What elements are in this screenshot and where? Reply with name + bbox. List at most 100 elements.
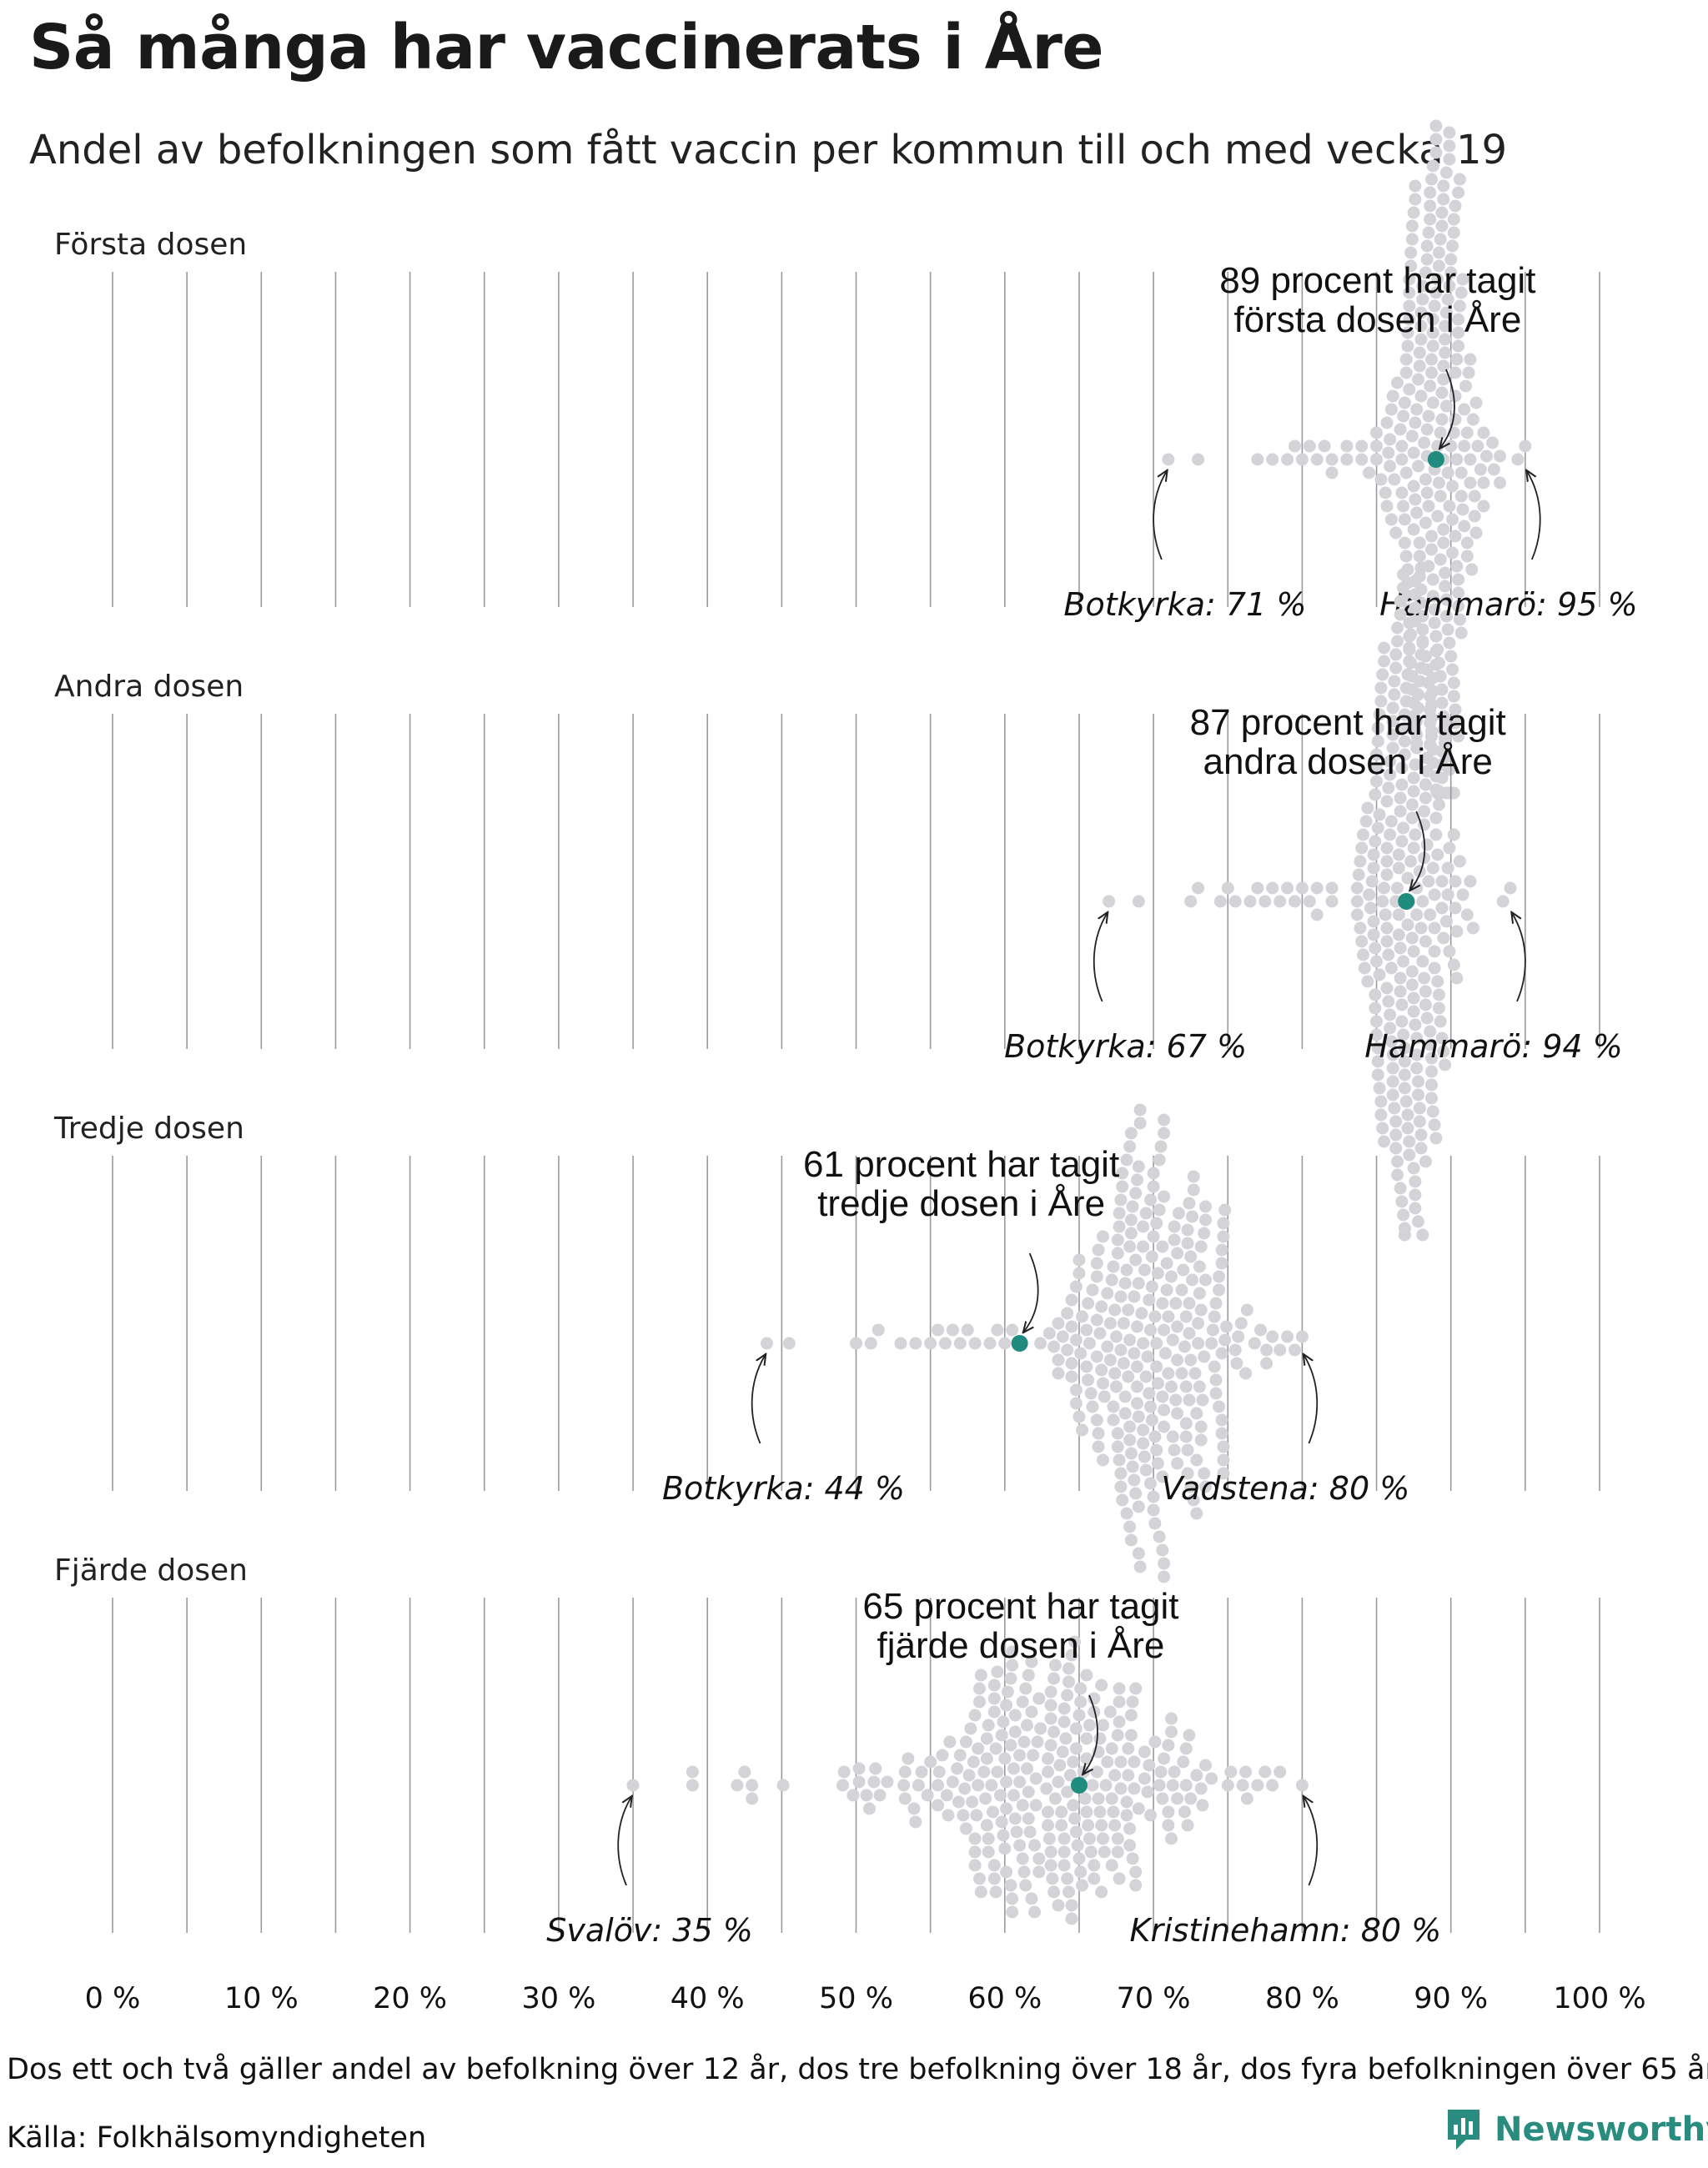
- municipality-dot: [942, 1809, 955, 1822]
- municipality-dot: [1144, 1323, 1157, 1337]
- municipality-dot: [1124, 1729, 1138, 1742]
- municipality-dot: [1386, 389, 1399, 403]
- municipality-dot: [1370, 1015, 1383, 1028]
- municipality-dot: [898, 1792, 912, 1805]
- municipality-dot: [1412, 1075, 1424, 1088]
- municipality-dot: [987, 1679, 1001, 1692]
- municipality-dot: [1022, 1812, 1035, 1825]
- municipality-dot: [1179, 1417, 1193, 1430]
- municipality-dot: [1425, 1092, 1438, 1105]
- municipality-dot: [1093, 1732, 1107, 1745]
- municipality-dot: [1183, 1297, 1196, 1310]
- municipality-dot: [1454, 489, 1468, 503]
- municipality-dot: [1405, 931, 1419, 945]
- municipality-dot: [1428, 945, 1441, 958]
- municipality-dot: [959, 1735, 972, 1749]
- municipality-dot: [1446, 479, 1459, 493]
- municipality-dot: [1162, 453, 1175, 466]
- municipality-dot: [1380, 981, 1394, 995]
- municipality-dot: [1437, 373, 1450, 386]
- municipality-dot: [1194, 1782, 1208, 1795]
- municipality-dot: [1151, 1377, 1164, 1390]
- municipality-dot: [1397, 409, 1410, 423]
- municipality-dot: [1004, 1879, 1017, 1892]
- municipality-dot: [1114, 1467, 1128, 1480]
- municipality-dot: [1369, 1001, 1382, 1015]
- municipality-dot: [1426, 396, 1439, 409]
- municipality-dot: [921, 1789, 934, 1802]
- municipality-dot: [1194, 1303, 1208, 1317]
- municipality-dot: [912, 1779, 925, 1792]
- municipality-dot: [1183, 1327, 1196, 1340]
- min-arrow: [1093, 913, 1108, 1002]
- municipality-dot: [1044, 1845, 1057, 1859]
- municipality-dot: [1384, 403, 1398, 416]
- municipality-dot: [1046, 1872, 1059, 1885]
- municipality-dot: [1057, 1702, 1071, 1715]
- municipality-dot: [1449, 703, 1462, 716]
- municipality-dot: [1042, 1819, 1054, 1832]
- municipality-dot: [1432, 259, 1445, 273]
- municipality-dot: [995, 1815, 1008, 1829]
- municipality-dot: [1082, 1297, 1095, 1310]
- municipality-dot: [1426, 573, 1439, 586]
- municipality-dot: [1129, 1879, 1143, 1892]
- municipality-dot: [1414, 319, 1428, 333]
- municipality-dot: [1052, 1775, 1065, 1789]
- chart-subtitle: Andel av befolkningen som fått vaccin pe…: [29, 127, 1508, 173]
- x-tick-label: 20 %: [373, 1982, 447, 2015]
- municipality-dot: [1016, 1695, 1029, 1709]
- municipality-dot: [1439, 319, 1452, 333]
- municipality-dot: [1468, 489, 1481, 503]
- municipality-dot: [1128, 1347, 1141, 1360]
- municipality-dot: [1273, 895, 1287, 908]
- x-tick-label: 30 %: [521, 1982, 595, 2015]
- municipality-dot: [987, 1692, 1001, 1705]
- municipality-dot: [1437, 931, 1450, 945]
- municipality-dot: [1123, 1520, 1137, 1533]
- municipality-dot: [1052, 1367, 1065, 1380]
- panel-label: Fjärde dosen: [54, 1553, 248, 1588]
- municipality-dot: [1147, 1230, 1160, 1243]
- municipality-dot: [1063, 1769, 1077, 1782]
- municipality-dot: [1190, 1453, 1203, 1467]
- x-tick-label: 40 %: [671, 1982, 745, 2015]
- municipality-dot: [1187, 1170, 1200, 1183]
- municipality-dot: [1405, 811, 1419, 825]
- municipality-dot: [1129, 1253, 1143, 1267]
- municipality-dot: [1398, 748, 1411, 761]
- municipality-dot: [1374, 681, 1388, 695]
- municipality-dot: [1371, 735, 1384, 748]
- municipality-dot: [1071, 1839, 1084, 1852]
- municipality-dot: [1032, 1852, 1046, 1865]
- municipality-dot: [1412, 701, 1424, 715]
- municipality-dot: [1395, 835, 1409, 848]
- municipality-dot: [1370, 439, 1383, 453]
- municipality-dot: [1118, 1407, 1132, 1420]
- highlight-label-line1: 65 procent har tagit: [862, 1586, 1178, 1627]
- municipality-dot: [1410, 908, 1424, 921]
- municipality-dot: [1088, 1872, 1101, 1885]
- max-label: Hammarö: 95 %: [1379, 586, 1637, 623]
- municipality-dot: [1370, 1028, 1383, 1041]
- municipality-dot: [1101, 1287, 1114, 1300]
- municipality-dot: [1187, 1493, 1200, 1507]
- municipality-dot: [1428, 299, 1441, 313]
- municipality-dot: [1145, 1250, 1158, 1263]
- municipality-dot: [1175, 1367, 1188, 1380]
- municipality-dot: [1029, 1772, 1042, 1785]
- municipality-dot: [1086, 1779, 1099, 1792]
- highlight-label-line1: 89 procent har tagit: [1219, 260, 1535, 301]
- municipality-dot: [1196, 1799, 1209, 1812]
- municipality-dot: [1418, 971, 1431, 985]
- municipality-dot: [1198, 1350, 1211, 1363]
- municipality-dot: [1403, 273, 1416, 286]
- newsworthy-logo[interactable]: Newsworthy: [1444, 2105, 1708, 2155]
- municipality-dot: [1397, 568, 1410, 581]
- municipality-dot: [1048, 1792, 1062, 1805]
- panel-label: Andra dosen: [54, 670, 244, 704]
- municipality-dot: [731, 1779, 744, 1792]
- municipality-dot: [1358, 961, 1371, 975]
- municipality-dot: [1443, 636, 1456, 650]
- municipality-dot: [1446, 513, 1459, 526]
